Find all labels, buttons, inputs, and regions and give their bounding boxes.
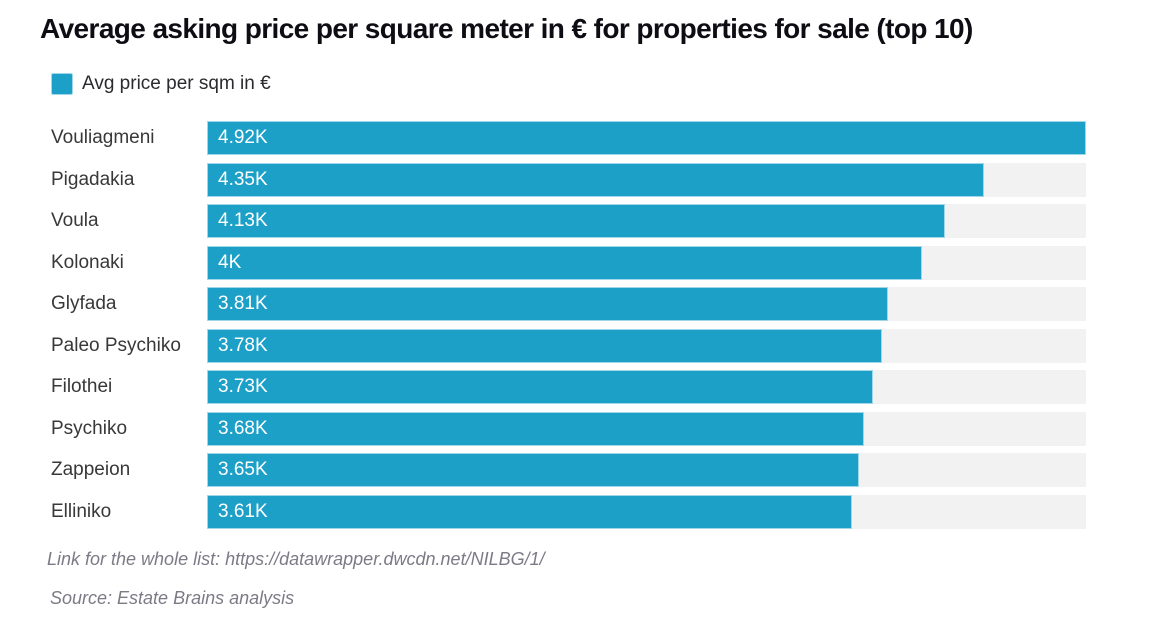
- bar: 3.73K: [207, 370, 874, 404]
- bar-value-label: 4K: [218, 251, 242, 273]
- bar-track: 3.73K: [207, 370, 1086, 404]
- bar-value-label: 4.35K: [218, 168, 268, 190]
- bar: 3.65K: [207, 453, 860, 487]
- bar-value-label: 3.65K: [218, 459, 268, 480]
- bar-track: 4.35K: [207, 162, 1086, 197]
- bar: 4.35K: [207, 162, 985, 197]
- bar: 3.81K: [207, 287, 888, 321]
- bar-track: 4K: [207, 245, 1086, 280]
- legend: Avg price per sqm in €: [51, 73, 271, 95]
- category-label: Paleo Psychiko: [51, 334, 181, 356]
- footer-source-line: Source: Estate Brains analysis: [50, 588, 295, 608]
- bar-track: 3.65K: [207, 453, 1086, 487]
- bar-track: 3.68K: [207, 411, 1086, 446]
- bar: 4.13K: [207, 204, 945, 238]
- bar-row: Paleo Psychiko 3.78K: [0, 328, 1086, 363]
- bar: 4K: [207, 245, 922, 280]
- bar: 3.68K: [207, 411, 865, 446]
- bar-track: 3.81K: [207, 287, 1086, 321]
- bar-track: 3.61K: [207, 494, 1086, 529]
- bar-value-label: 4.13K: [218, 210, 268, 231]
- category-label: Vouliagmeni: [51, 127, 155, 148]
- bar-row: Glyfada 3.81K: [0, 287, 1086, 321]
- bar-track: 4.92K: [207, 121, 1086, 155]
- category-label: Voula: [51, 210, 99, 231]
- bar-value-label: 3.73K: [218, 376, 268, 397]
- legend-swatch: [51, 73, 73, 95]
- category-label: Kolonaki: [51, 251, 124, 273]
- bar: 3.61K: [207, 494, 852, 529]
- bar-row: Pigadakia 4.35K: [0, 162, 1086, 197]
- category-label: Pigadakia: [51, 168, 135, 190]
- bar-row: Vouliagmeni 4.92K: [0, 121, 1086, 155]
- footer-link-line: Link for the whole list: https://datawra…: [47, 549, 545, 570]
- bar-row: Kolonaki 4K: [0, 245, 1086, 280]
- legend-label: Avg price per sqm in €: [82, 73, 271, 94]
- bar-chart: Vouliagmeni 4.92K Pigadakia 4.35K Voula 4.13K…: [0, 121, 1086, 529]
- bar-row: Filothei 3.73K: [0, 370, 1086, 404]
- bar-row: Voula 4.13K: [0, 204, 1086, 238]
- chart-title: Average asking price per square meter in…: [40, 13, 973, 44]
- bar: 4.92K: [207, 121, 1086, 155]
- footer-link-prefix: Link for the whole list:: [47, 549, 226, 569]
- bar-row: Psychiko 3.68K: [0, 411, 1086, 446]
- category-label: Elliniko: [51, 500, 112, 522]
- bar-value-label: 3.78K: [218, 334, 268, 356]
- bar-track: 3.78K: [207, 328, 1086, 363]
- bar-value-label: 4.92K: [218, 127, 268, 148]
- category-label: Filothei: [51, 376, 113, 397]
- bar-row: Zappeion 3.65K: [0, 453, 1086, 487]
- category-label: Psychiko: [51, 417, 128, 439]
- footer-link-url[interactable]: https://datawrapper.dwcdn.net/NILBG/1/: [225, 549, 545, 569]
- bar-value-label: 3.81K: [218, 293, 268, 314]
- bar-value-label: 3.68K: [218, 417, 268, 439]
- category-label: Glyfada: [51, 293, 117, 314]
- bar-track: 4.13K: [207, 204, 1086, 238]
- category-label: Zappeion: [51, 459, 131, 480]
- bar: 3.78K: [207, 328, 883, 363]
- bar-value-label: 3.61K: [218, 500, 268, 522]
- bar-row: Elliniko 3.61K: [0, 494, 1086, 529]
